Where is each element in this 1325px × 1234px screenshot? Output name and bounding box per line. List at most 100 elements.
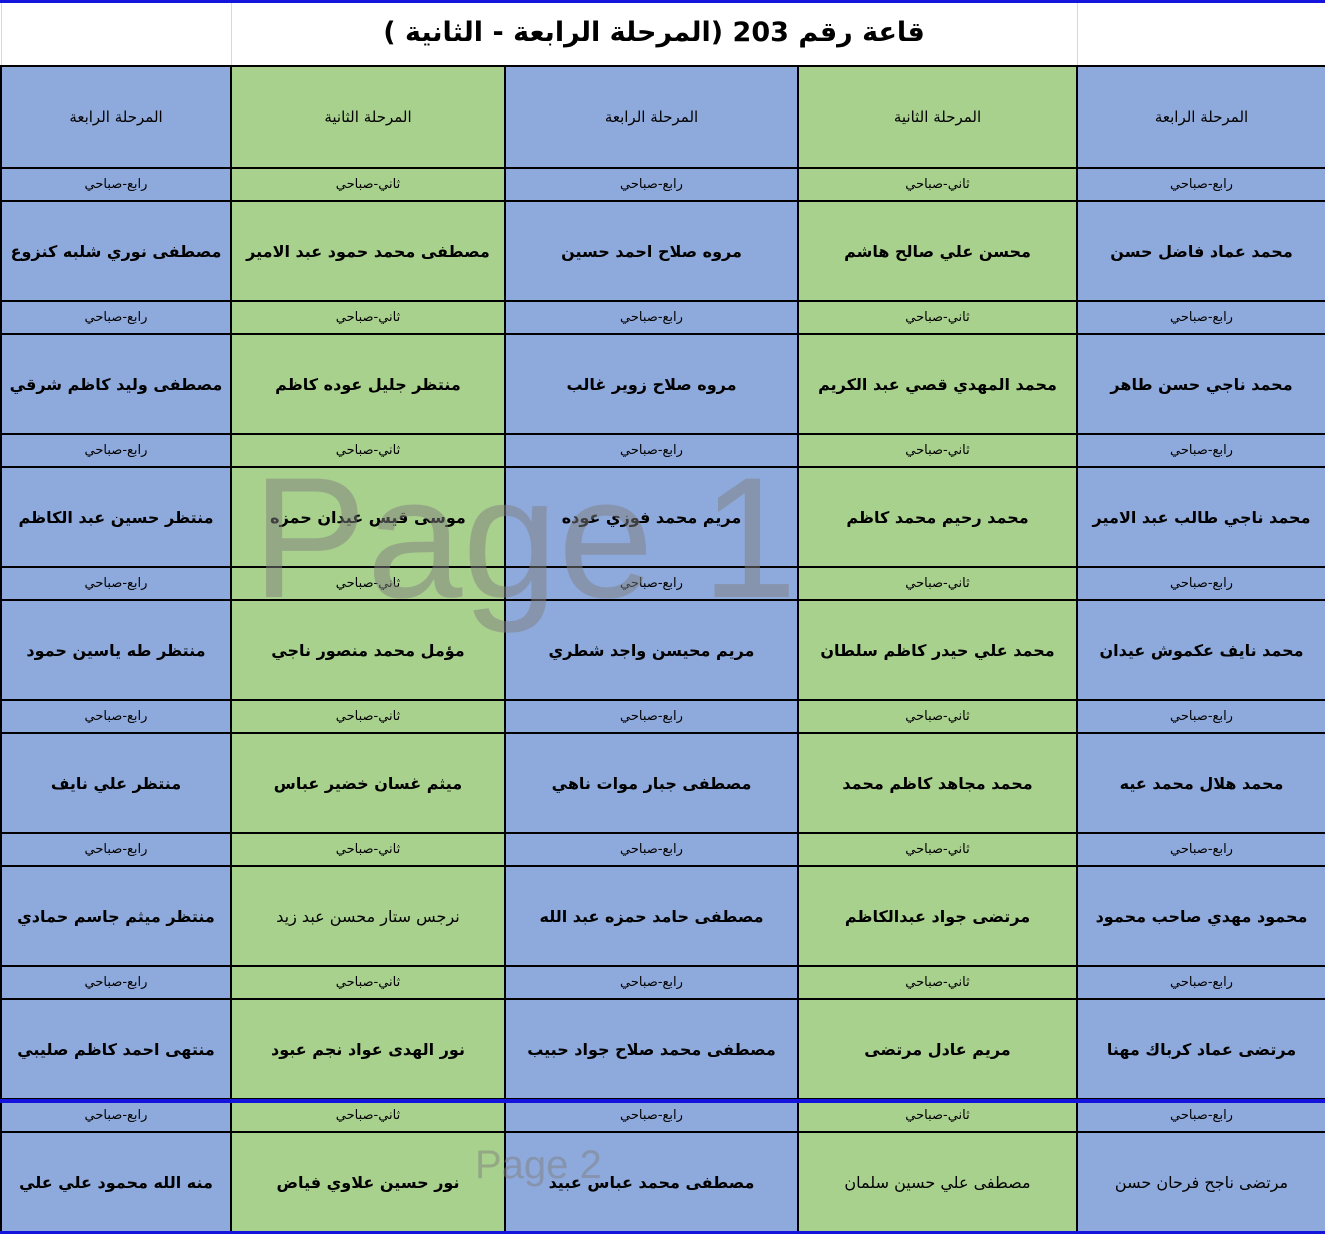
student-name-cell[interactable]: مريم محيسن واجد شطري [504,599,799,701]
session-label-cell[interactable]: رابع-صباحي [1076,566,1325,601]
session-label-cell[interactable]: رابع-صباحي [504,1098,799,1133]
student-name-cell[interactable]: مصطفى وليد كاظم شرقي [0,333,232,435]
title-row: قاعة رقم 203 (المرحلة الرابعة - الثانية … [0,0,1325,67]
student-name-cell[interactable]: محمد مجاهد كاظم محمد [796,732,1079,834]
student-name-cell[interactable]: محمد ناجي طالب عبد الامير [1076,466,1325,568]
student-name-cell[interactable]: نور الهدى عواد نجم عبود [230,998,506,1100]
student-name-cell[interactable]: مصطفى محمد صلاح جواد حبيب [504,998,799,1100]
session-label-cell[interactable]: رابع-صباحي [0,433,232,468]
session-row: رابع-صباحي ثاني-صباحي رابع-صباحي ثاني-صب… [0,300,1325,335]
session-label-cell[interactable]: رابع-صباحي [1076,965,1325,1000]
student-name-cell[interactable]: مرتضى جواد عبدالكاظم [796,865,1079,967]
title-spacer-cell[interactable] [0,0,232,67]
stage-header-cell[interactable]: المرحلة الرابعة [1076,65,1325,169]
session-label-cell[interactable]: ثاني-صباحي [230,699,506,734]
student-name-cell[interactable]: منتهى احمد كاظم صليبي [0,998,232,1100]
stage-header-cell[interactable]: المرحلة الرابعة [0,65,232,169]
student-name-cell[interactable]: موسى قيس عيدان حمزه [230,466,506,568]
session-label-cell[interactable]: رابع-صباحي [1076,433,1325,468]
seat-row: مصطفى نوري شلبه كنزوع مصطفى محمد حمود عب… [0,200,1325,302]
student-name-cell[interactable]: محمد المهدي قصي عبد الكريم [796,333,1079,435]
student-name-cell[interactable]: مرتضى عماد كرباك مهنا [1076,998,1325,1100]
session-label-cell[interactable]: ثاني-صباحي [230,832,506,867]
session-label-cell[interactable]: رابع-صباحي [504,832,799,867]
session-label-cell[interactable]: ثاني-صباحي [796,699,1079,734]
session-row: رابع-صباحي ثاني-صباحي رابع-صباحي ثاني-صب… [0,433,1325,468]
student-name-cell[interactable]: محمد نايف عكموش عيدان [1076,599,1325,701]
student-name-cell[interactable]: مصطفى نوري شلبه كنزوع [0,200,232,302]
seat-row: منتظر ميثم جاسم حمادي نرجس ستار محسن عبد… [0,865,1325,967]
session-label-cell[interactable]: ثاني-صباحي [796,300,1079,335]
session-label-cell[interactable]: رابع-صباحي [0,699,232,734]
session-label-cell[interactable]: رابع-صباحي [504,965,799,1000]
session-label-cell[interactable]: ثاني-صباحي [796,832,1079,867]
seat-row: منتظر علي نايف ميثم غسان خضير عباس مصطفى… [0,732,1325,834]
student-name-cell[interactable]: مصطفى محمد عباس عبيد [504,1131,799,1234]
student-name-cell[interactable]: مصطفى جبار موات ناهي [504,732,799,834]
session-label-cell[interactable]: ثاني-صباحي [230,1098,506,1133]
session-label-cell[interactable]: ثاني-صباحي [796,167,1079,202]
title-spacer-cell[interactable] [1076,0,1325,67]
student-name-cell[interactable]: محسن علي صالح هاشم [796,200,1079,302]
session-label-cell[interactable]: رابع-صباحي [1076,699,1325,734]
session-label-cell[interactable]: ثاني-صباحي [230,300,506,335]
stage-header-cell[interactable]: المرحلة الثانية [796,65,1079,169]
session-label-cell[interactable]: رابع-صباحي [1076,832,1325,867]
student-name-cell[interactable]: نرجس ستار محسن عبد زيد [230,865,506,967]
seat-row: منتهى احمد كاظم صليبي نور الهدى عواد نجم… [0,998,1325,1100]
student-name-cell[interactable]: مصطفى محمد حمود عبد الامير [230,200,506,302]
session-label-cell[interactable]: رابع-صباحي [504,699,799,734]
seat-row: منتظر حسين عبد الكاظم موسى قيس عيدان حمز… [0,466,1325,568]
session-label-cell[interactable]: رابع-صباحي [0,566,232,601]
session-label-cell[interactable]: ثاني-صباحي [230,433,506,468]
session-label-cell[interactable]: ثاني-صباحي [230,566,506,601]
session-label-cell[interactable]: رابع-صباحي [0,1098,232,1133]
student-name-cell[interactable]: مصطفى حامد حمزه عبد الله [504,865,799,967]
student-name-cell[interactable]: نور حسين علاوي فياض [230,1131,506,1234]
session-label-cell[interactable]: ثاني-صباحي [796,965,1079,1000]
session-label-cell[interactable]: ثاني-صباحي [230,965,506,1000]
student-name-cell[interactable]: محمد علي حيدر كاظم سلطان [796,599,1079,701]
session-label-cell[interactable]: رابع-صباحي [504,566,799,601]
stage-header-cell[interactable]: المرحلة الرابعة [504,65,799,169]
student-name-cell[interactable]: مرتضى ناجح فرحان حسن [1076,1131,1325,1234]
session-row: رابع-صباحي ثاني-صباحي رابع-صباحي ثاني-صب… [0,167,1325,202]
student-name-cell[interactable]: مريم محمد فوزي عوده [504,466,799,568]
student-name-cell[interactable]: مريم عادل مرتضى [796,998,1079,1100]
session-label-cell[interactable]: رابع-صباحي [1076,167,1325,202]
session-label-cell[interactable]: ثاني-صباحي [230,167,506,202]
student-name-cell[interactable]: مروه صلاح زوير غالب [504,333,799,435]
student-name-cell[interactable]: منتظر حسين عبد الكاظم [0,466,232,568]
page-title[interactable]: قاعة رقم 203 (المرحلة الرابعة - الثانية … [230,0,1078,67]
student-name-cell[interactable]: منه الله محمود علي علي [0,1131,232,1234]
student-name-cell[interactable]: منتظر طه ياسين حمود [0,599,232,701]
session-label-cell[interactable]: رابع-صباحي [1076,300,1325,335]
session-label-cell[interactable]: رابع-صباحي [1076,1098,1325,1133]
student-name-cell[interactable]: منتظر ميثم جاسم حمادي [0,865,232,967]
session-label-cell[interactable]: رابع-صباحي [0,965,232,1000]
student-name-cell[interactable]: ميثم غسان خضير عباس [230,732,506,834]
session-label-cell[interactable]: رابع-صباحي [504,300,799,335]
session-row: رابع-صباحي ثاني-صباحي رابع-صباحي ثاني-صب… [0,1098,1325,1133]
session-label-cell[interactable]: ثاني-صباحي [796,433,1079,468]
student-name-cell[interactable]: محمد هلال محمد عيه [1076,732,1325,834]
student-name-cell[interactable]: منتظر علي نايف [0,732,232,834]
student-name-cell[interactable]: مؤمل محمد منصور ناجي [230,599,506,701]
session-label-cell[interactable]: رابع-صباحي [0,167,232,202]
student-name-cell[interactable]: منتظر جليل عوده كاظم [230,333,506,435]
session-label-cell[interactable]: رابع-صباحي [0,832,232,867]
session-label-cell[interactable]: ثاني-صباحي [796,1098,1079,1133]
student-name-cell[interactable]: محمود مهدي صاحب محمود [1076,865,1325,967]
student-name-cell[interactable]: مصطفى علي حسين سلمان [796,1131,1079,1234]
session-label-cell[interactable]: رابع-صباحي [0,300,232,335]
student-name-cell[interactable]: مروه صلاح احمد حسين [504,200,799,302]
session-label-cell[interactable]: رابع-صباحي [504,433,799,468]
session-label-cell[interactable]: ثاني-صباحي [796,566,1079,601]
student-name-cell[interactable]: محمد رحيم محمد كاظم [796,466,1079,568]
stage-header-cell[interactable]: المرحلة الثانية [230,65,506,169]
student-name-cell[interactable]: محمد عماد فاضل حسن [1076,200,1325,302]
session-label-cell[interactable]: رابع-صباحي [504,167,799,202]
student-name-cell[interactable]: محمد ناجي حسن طاهر [1076,333,1325,435]
